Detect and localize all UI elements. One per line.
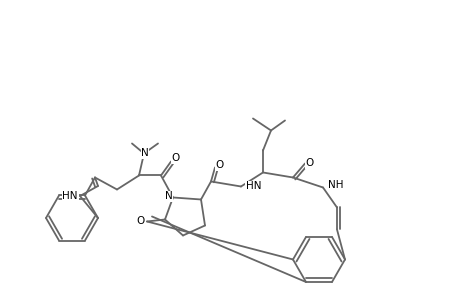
Text: O: O xyxy=(137,217,145,226)
Text: O: O xyxy=(215,160,224,170)
Text: O: O xyxy=(305,158,313,169)
Text: N: N xyxy=(165,191,173,202)
Text: HN: HN xyxy=(246,182,261,191)
Text: N: N xyxy=(141,148,149,158)
Text: NH: NH xyxy=(327,181,343,190)
Text: O: O xyxy=(172,154,180,164)
Text: HN: HN xyxy=(62,191,78,201)
